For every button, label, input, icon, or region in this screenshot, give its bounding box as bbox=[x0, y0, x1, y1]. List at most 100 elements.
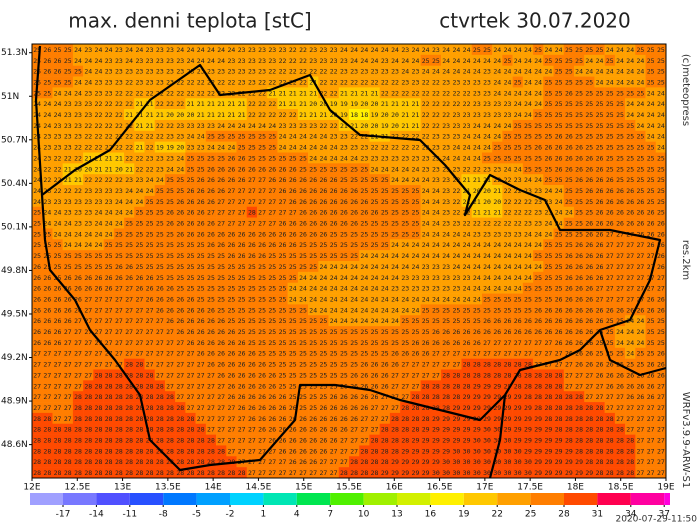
cell-value: 27 bbox=[105, 339, 113, 347]
cell-value: 27 bbox=[637, 241, 645, 249]
cell-value: 26 bbox=[514, 317, 522, 325]
cell-value: 25 bbox=[330, 328, 338, 336]
cell-value: 24 bbox=[95, 68, 103, 76]
cell-value: 26 bbox=[657, 230, 665, 238]
cell-value: 25 bbox=[320, 317, 328, 325]
cell-value: 26 bbox=[227, 241, 235, 249]
cell-value: 26 bbox=[227, 371, 235, 379]
cell-value: 24 bbox=[360, 317, 368, 325]
cell-value: 28 bbox=[596, 437, 604, 445]
cell-value: 26 bbox=[606, 306, 614, 314]
cell-value: 26 bbox=[647, 306, 655, 314]
cell-value: 26 bbox=[279, 393, 287, 401]
cell-value: 22 bbox=[452, 100, 460, 108]
cell-value: 28 bbox=[176, 447, 184, 455]
cell-value: 25 bbox=[258, 328, 266, 336]
cell-value: 27 bbox=[187, 361, 195, 369]
cell-value: 27 bbox=[555, 350, 563, 358]
cell-value: 26 bbox=[575, 361, 583, 369]
cell-value: 26 bbox=[54, 339, 62, 347]
cell-value: 22 bbox=[452, 209, 460, 217]
cell-value: 23 bbox=[452, 133, 460, 141]
cell-value: 24 bbox=[360, 46, 368, 54]
cell-value: 28 bbox=[575, 426, 583, 434]
cell-value: 26 bbox=[320, 415, 328, 423]
cell-value: 29 bbox=[534, 426, 542, 434]
cell-value: 26 bbox=[371, 209, 379, 217]
cell-value: 23 bbox=[54, 144, 62, 152]
cell-value: 26 bbox=[258, 230, 266, 238]
cell-value: 27 bbox=[248, 469, 256, 477]
cell-value: 26 bbox=[268, 176, 276, 184]
cell-value: 27 bbox=[166, 339, 174, 347]
cell-value: 25 bbox=[156, 274, 164, 282]
cell-value: 24 bbox=[422, 252, 430, 260]
cell-value: 23 bbox=[493, 165, 501, 173]
cell-value: 24 bbox=[514, 263, 522, 271]
cell-value: 26 bbox=[207, 306, 215, 314]
cell-value: 18 bbox=[350, 111, 358, 119]
cell-value: 25 bbox=[524, 285, 532, 293]
cell-value: 25 bbox=[606, 100, 614, 108]
cell-value: 29 bbox=[524, 426, 532, 434]
cell-value: 28 bbox=[606, 458, 614, 466]
cell-value: 27 bbox=[115, 306, 123, 314]
cell-value: 22 bbox=[115, 89, 123, 97]
cell-value: 26 bbox=[176, 198, 184, 206]
cell-value: 24 bbox=[74, 241, 82, 249]
cell-value: 28 bbox=[616, 437, 624, 445]
cell-value: 24 bbox=[176, 165, 184, 173]
cell-value: 25 bbox=[217, 295, 225, 303]
cell-value: 21 bbox=[350, 89, 358, 97]
cell-value: 24 bbox=[544, 46, 552, 54]
cell-value: 26 bbox=[289, 458, 297, 466]
cell-value: 24 bbox=[637, 68, 645, 76]
cell-value: 25 bbox=[412, 230, 420, 238]
cell-value: 25 bbox=[289, 252, 297, 260]
cell-value: 25 bbox=[156, 241, 164, 249]
cell-value: 28 bbox=[135, 415, 143, 423]
cell-value: 26 bbox=[555, 295, 563, 303]
cell-value: 22 bbox=[74, 154, 82, 162]
cell-value: 27 bbox=[647, 404, 655, 412]
cell-value: 26 bbox=[289, 437, 297, 445]
cell-value: 26 bbox=[350, 404, 358, 412]
cell-value: 25 bbox=[320, 241, 328, 249]
cell-value: 25 bbox=[544, 89, 552, 97]
cell-value: 26 bbox=[596, 187, 604, 195]
cell-value: 22 bbox=[105, 176, 113, 184]
cell-value: 25 bbox=[320, 252, 328, 260]
cell-value: 25 bbox=[227, 263, 235, 271]
cell-value: 28 bbox=[432, 382, 440, 390]
title: max. denni teplota [stC] bbox=[68, 9, 311, 33]
cell-value: 21 bbox=[135, 100, 143, 108]
cell-value: 26 bbox=[299, 426, 307, 434]
cell-value: 25 bbox=[606, 317, 614, 325]
cell-value: 26 bbox=[320, 437, 328, 445]
cell-value: 28 bbox=[105, 458, 113, 466]
cell-value: 19 bbox=[166, 144, 174, 152]
cell-value: 22 bbox=[84, 176, 92, 184]
cell-value: 22 bbox=[289, 57, 297, 65]
cell-value: 25 bbox=[575, 209, 583, 217]
cell-value: 19 bbox=[330, 100, 338, 108]
cell-value: 25 bbox=[637, 154, 645, 162]
cell-value: 26 bbox=[43, 339, 51, 347]
cell-value: 23 bbox=[166, 57, 174, 65]
cell-value: 25 bbox=[176, 187, 184, 195]
cell-value: 25 bbox=[105, 241, 113, 249]
cell-value: 28 bbox=[54, 469, 62, 477]
cell-value: 29 bbox=[463, 437, 471, 445]
cell-value: 27 bbox=[350, 447, 358, 455]
cell-value: 27 bbox=[422, 371, 430, 379]
cell-value: 26 bbox=[412, 339, 420, 347]
cell-value: 25 bbox=[146, 241, 154, 249]
cell-value: 24 bbox=[371, 317, 379, 325]
cell-value: 26 bbox=[217, 339, 225, 347]
cell-value: 25 bbox=[647, 328, 655, 336]
cell-value: 24 bbox=[340, 274, 348, 282]
cell-value: 23 bbox=[238, 46, 246, 54]
cell-value: 24 bbox=[309, 285, 317, 293]
cell-value: 26 bbox=[637, 306, 645, 314]
cell-value: 24 bbox=[637, 122, 645, 130]
